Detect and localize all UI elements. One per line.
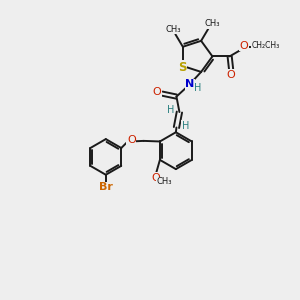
Text: H: H xyxy=(182,121,189,131)
Text: CH₃: CH₃ xyxy=(156,177,172,186)
Text: N: N xyxy=(185,79,194,89)
Text: O: O xyxy=(153,87,161,98)
Text: H: H xyxy=(194,83,202,93)
Text: O: O xyxy=(152,173,161,183)
Text: O: O xyxy=(240,41,249,51)
Text: CH₃: CH₃ xyxy=(204,19,220,28)
Text: CH₂CH₃: CH₂CH₃ xyxy=(251,41,280,50)
Text: CH₃: CH₃ xyxy=(165,25,181,34)
Text: Br: Br xyxy=(99,182,113,192)
Text: S: S xyxy=(178,61,187,74)
Text: O: O xyxy=(127,135,136,145)
Text: O: O xyxy=(226,70,235,80)
Text: H: H xyxy=(167,105,175,115)
